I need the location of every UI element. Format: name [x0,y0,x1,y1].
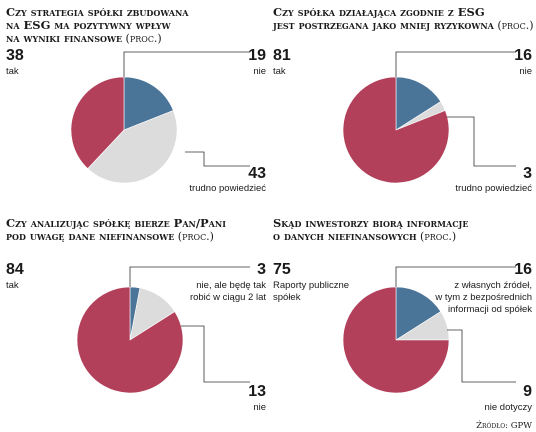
leader-line-other [447,116,516,167]
pie-slice-tak [70,76,125,170]
chart-title-line: Skąd inwestorzy biorą informacje [273,216,468,230]
leader-line-other [181,325,250,383]
chart-title-line: na ESG ma pozytywny wpływ [6,18,172,32]
chart-title-line: Czy strategia spółki zbudowana [6,5,189,19]
chart-title-line: Czy spółka działająca zgodnie z ESG [273,5,485,19]
data-label-category: nie [519,66,532,77]
data-label-value: 9 [523,383,532,400]
data-label-value: 43 [248,165,266,182]
data-label-category: tak [6,280,19,291]
data-label-category: trudno powiedzieć [189,183,266,194]
data-label-category: nie [253,66,266,77]
data-label-category: nie dotyczy [484,402,532,413]
data-label-value: 16 [514,261,532,278]
data-label-value: 3 [523,165,532,182]
chart-title-text: o danych niefinansowych [273,229,417,243]
data-label-category: nie [253,402,266,413]
chart-title-unit: (proc.) [174,230,214,243]
pie-slice-nie [395,76,442,131]
chart-title-text: pod uwagę dane niefinansowe [6,229,174,243]
data-label-category: w tym z bezpośrednich [434,292,532,303]
leader-line-other [185,151,250,167]
pie-slice-nie [123,76,174,131]
data-label-value: 13 [248,383,266,400]
chart-title-unit: (proc.) [494,19,534,32]
pie-slice-tak [342,286,450,394]
data-label-value: 75 [273,261,291,278]
data-label-category: tak [6,66,19,77]
leader-line-nie [395,51,516,77]
source-note: Źródło: GPW [476,419,532,431]
data-label-category: spółek [273,292,301,303]
chart-title-unit: (proc.) [417,230,457,243]
data-label-category: tak [273,66,286,77]
data-label-value: 84 [6,261,24,278]
chart-title-text: Czy analizując spółkę bierze Pan/Pani [6,216,226,230]
data-label-value: 16 [514,47,532,64]
data-label-value: 81 [273,47,291,64]
chart-title-text: Czy strategia spółki zbudowana [6,5,189,19]
leader-line-nie [123,51,250,77]
pie-slice-nie [395,286,442,341]
data-label-category: z własnych źródeł, [454,280,532,291]
pie-slice-tak [76,286,184,394]
pie-slice-tak [342,76,450,184]
pie-slice-other [87,110,178,184]
chart-title-line: jest postrzegana jako mniej ryzykowna (p… [272,18,534,32]
chart-title-text: na ESG ma pozytywny wpływ [6,18,172,32]
chart-title-text: Czy spółka działająca zgodnie z ESG [273,5,485,19]
pie-chart-panel-2: Czy spółka działająca zgodnie z ESGjest … [272,5,534,194]
data-label-category: robić w ciągu 2 lat [190,292,266,303]
data-label-category: informacji od spółek [448,304,532,315]
pie-chart-panel-3: Czy analizując spółkę bierze Pan/Panipod… [6,216,266,413]
chart-title-line: pod uwagę dane niefinansowe (proc.) [6,229,214,243]
data-label-category: Raporty publiczne [273,280,349,291]
leader-line-nie [395,266,516,287]
chart-title-line: Czy analizując spółkę bierze Pan/Pani [6,216,226,230]
chart-title-text: Skąd inwestorzy biorą informacje [273,216,468,230]
chart-title-unit: (proc.) [122,32,162,45]
leader-line-other [447,329,516,383]
leader-line-nie [129,266,250,287]
chart-title-line: na wyniki finansowe (proc.) [6,31,162,45]
data-label-category: trudno powiedzieć [455,183,532,194]
data-label-value: 3 [257,261,266,278]
data-label-value: 38 [6,47,24,64]
chart-title-line: o danych niefinansowych (proc.) [273,229,456,243]
chart-title-text: jest postrzegana jako mniej ryzykowna [272,18,495,32]
data-label-value: 19 [248,47,266,64]
data-label-category: nie, ale będę tak [196,280,266,291]
chart-title-text: na wyniki finansowe [6,31,122,45]
